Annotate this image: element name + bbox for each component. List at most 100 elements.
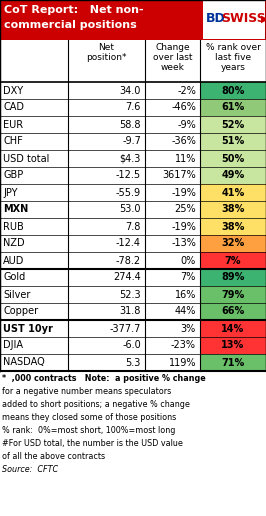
Text: 7.6: 7.6 [126,103,141,112]
Bar [200,320,266,337]
Text: AUD: AUD [3,255,24,266]
Text: JPY: JPY [3,187,18,198]
Bar [200,337,266,354]
Text: GBP: GBP [3,170,23,181]
Text: 3%: 3% [181,324,196,333]
Bar [0,150,266,167]
Bar [200,303,266,320]
Text: SWISS: SWISS [221,12,266,25]
Text: last five: last five [215,53,251,62]
Text: years: years [221,63,246,72]
Text: 7%: 7% [181,272,196,282]
Text: *  ,000 contracts   Note:  a positive % change: * ,000 contracts Note: a positive % chan… [2,374,206,383]
Text: 0%: 0% [181,255,196,266]
Text: means they closed some of those positions: means they closed some of those position… [2,413,176,422]
Text: 53.0: 53.0 [119,204,141,215]
Text: 7.8: 7.8 [126,221,141,232]
Text: week: week [161,63,184,72]
Text: DJIA: DJIA [3,341,23,350]
Text: -78.2: -78.2 [116,255,141,266]
Text: CAD: CAD [3,103,24,112]
Text: % rank over: % rank over [206,43,260,52]
Text: 49%: 49% [221,170,245,181]
Text: 44%: 44% [174,307,196,316]
Text: over last: over last [153,53,192,62]
Text: 14%: 14% [221,324,245,333]
Bar [200,82,266,99]
Text: commercial positions: commercial positions [4,20,137,30]
Text: 7%: 7% [225,255,241,266]
Text: -55.9: -55.9 [116,187,141,198]
Text: -36%: -36% [171,137,196,147]
Bar [0,286,266,303]
Text: 61%: 61% [221,103,245,112]
Bar [0,167,266,184]
Text: $4.3: $4.3 [120,153,141,164]
Bar [0,82,266,99]
Bar [200,184,266,201]
Text: 3617%: 3617% [162,170,196,181]
Text: -13%: -13% [171,238,196,249]
Text: NZD: NZD [3,238,25,249]
Bar [0,201,266,218]
Bar [203,1,265,39]
Bar [200,201,266,218]
Text: 25%: 25% [174,204,196,215]
Text: USD total: USD total [3,153,49,164]
Text: 71%: 71% [221,358,245,367]
Text: Change: Change [155,43,190,52]
Text: 50%: 50% [221,153,245,164]
Text: 89%: 89% [221,272,245,282]
Bar [0,269,266,286]
Bar [200,99,266,116]
Bar [0,354,266,371]
Text: 34.0: 34.0 [120,86,141,95]
Bar [0,252,266,269]
Text: -9%: -9% [177,120,196,130]
Text: 11%: 11% [174,153,196,164]
Text: -6.0: -6.0 [122,341,141,350]
Text: % rank:  0%=most short, 100%=most long: % rank: 0%=most short, 100%=most long [2,426,175,435]
Text: 51%: 51% [221,137,245,147]
Text: -9.7: -9.7 [122,137,141,147]
Bar [0,40,266,82]
Text: 5.3: 5.3 [126,358,141,367]
Bar [0,116,266,133]
Bar [0,235,266,252]
Text: 16%: 16% [174,289,196,299]
Bar [200,150,266,167]
Text: 38%: 38% [221,221,245,232]
Text: added to short positions; a negative % change: added to short positions; a negative % c… [2,400,190,409]
Text: 66%: 66% [221,307,245,316]
Text: 79%: 79% [221,289,245,299]
Text: 38%: 38% [221,204,245,215]
Text: 52%: 52% [221,120,245,130]
Text: -12.4: -12.4 [116,238,141,249]
Text: -19%: -19% [171,221,196,232]
Text: CoT Report:   Net non-: CoT Report: Net non- [4,5,144,15]
Text: Net: Net [98,43,114,52]
Text: 13%: 13% [221,341,245,350]
Text: 32%: 32% [221,238,245,249]
Bar [200,133,266,150]
Text: 41%: 41% [221,187,245,198]
Text: 80%: 80% [221,86,245,95]
Text: UST 10yr: UST 10yr [3,324,53,333]
Text: #For USD total, the number is the USD value: #For USD total, the number is the USD va… [2,439,183,448]
Text: BD: BD [206,12,226,25]
Bar [200,354,266,371]
Text: NASDAQ: NASDAQ [3,358,45,367]
Text: Copper: Copper [3,307,38,316]
Text: EUR: EUR [3,120,23,130]
Text: -23%: -23% [171,341,196,350]
Text: -46%: -46% [171,103,196,112]
Bar [0,0,266,40]
Text: -2%: -2% [177,86,196,95]
Bar [0,337,266,354]
Text: Source:  CFTC: Source: CFTC [2,465,58,474]
Text: -377.7: -377.7 [110,324,141,333]
Bar [200,167,266,184]
Text: Gold: Gold [3,272,25,282]
Text: for a negative number means speculators: for a negative number means speculators [2,387,171,396]
Text: 31.8: 31.8 [120,307,141,316]
